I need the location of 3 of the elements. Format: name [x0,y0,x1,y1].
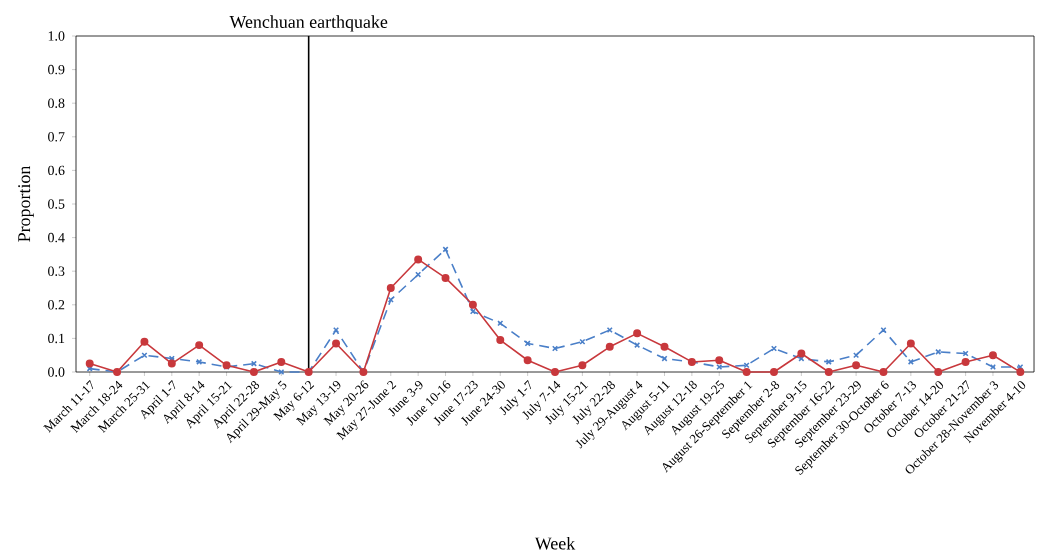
y-axis-title: Proportion [18,165,34,242]
x-axis-title: Week [534,536,576,550]
ref-line-label: Wenchuan earthquake [229,15,388,32]
